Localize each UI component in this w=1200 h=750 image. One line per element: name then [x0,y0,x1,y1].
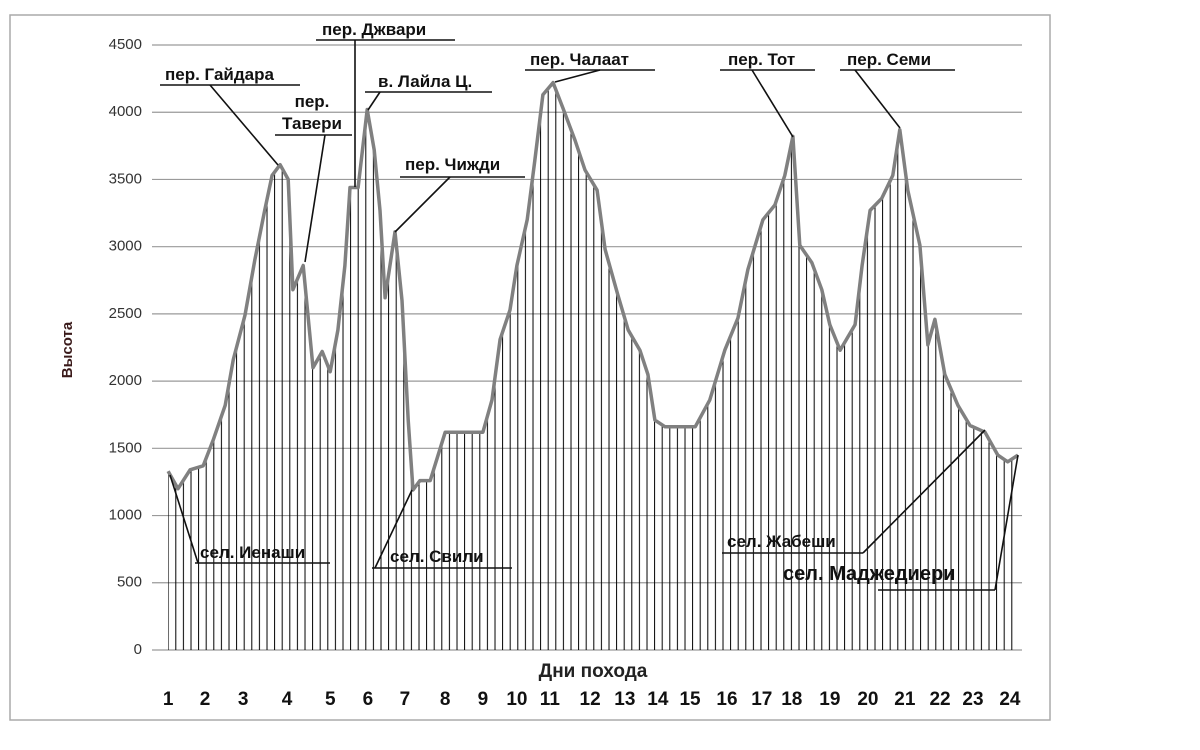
x-tick-label: 12 [580,689,601,710]
y-tick-label: 1500 [109,439,142,456]
x-tick-label: 11 [540,689,561,710]
annotation-pointer [374,489,413,569]
x-tick-label: 15 [679,689,701,710]
y-tick-label: 2000 [109,372,142,389]
annotation: пер. Тавери [282,92,342,133]
x-tick-label: 7 [400,689,411,710]
x-tick-label: 23 [962,689,983,710]
x-tick-label: 8 [440,689,451,710]
annotation: сел. Иенаши [200,543,306,562]
x-tick-label: 1 [163,689,174,710]
y-tick-label: 4500 [109,36,142,53]
annotation-pointer [862,429,986,554]
y-tick-label: 2500 [109,305,142,322]
annotation: пер. Семи [847,50,932,69]
annotation-pointer [554,69,601,83]
y-axis-label: Высота [59,321,76,378]
x-tick-label: 18 [781,689,802,710]
x-tick-label: 3 [238,689,249,710]
annotation: сел. Жабеши [727,532,836,551]
annotation: пер. Чижди [405,155,501,174]
annotation: пер. Гайдара [165,65,274,84]
annotation-pointer [854,69,901,129]
x-tick-label: 4 [282,689,293,710]
annotation: сел. Свили [390,547,484,566]
x-tick-label: 21 [894,689,916,710]
x-tick-label: 10 [506,689,527,710]
annotation: пер. Джвари [322,20,427,39]
annotation: пер. Чалаат [530,50,629,69]
x-tick-label: 20 [857,689,878,710]
annotation: в. Лайла Ц. [378,72,473,91]
y-tick-label: 3000 [109,238,142,255]
x-tick-label: 13 [614,689,635,710]
x-tick-label: 6 [363,689,374,710]
annotation-pointer [304,134,326,263]
annotation: пер. Тот [728,50,796,69]
annotation-pointer [394,176,451,233]
annotation-pointer [367,91,381,111]
x-axis-label: Дни похода [539,661,648,682]
x-tick-label: 9 [478,689,489,710]
annotation-pointer [994,454,1019,591]
y-tick-label: 1000 [109,507,142,524]
x-tick-label: 22 [929,689,950,710]
annotation-pointer [169,474,199,564]
x-tick-label: 19 [819,689,840,710]
x-tick-label: 14 [647,689,669,710]
x-tick-label: 24 [999,689,1021,710]
x-tick-label: 16 [716,689,737,710]
profile-line [166,80,1019,492]
x-tick-label: 2 [200,689,211,710]
y-tick-label: 3500 [109,170,142,187]
y-tick-label: 500 [117,574,142,591]
annotation-pointer [751,69,794,138]
annotation-pointer [209,84,279,166]
y-tick-label: 0 [134,641,142,658]
frame [9,14,1051,721]
y-tick-label: 4000 [109,103,142,120]
x-tick-label: 17 [751,689,772,710]
x-tick-label: 5 [325,689,336,710]
annotation: сел. Маджедиери [783,563,956,585]
